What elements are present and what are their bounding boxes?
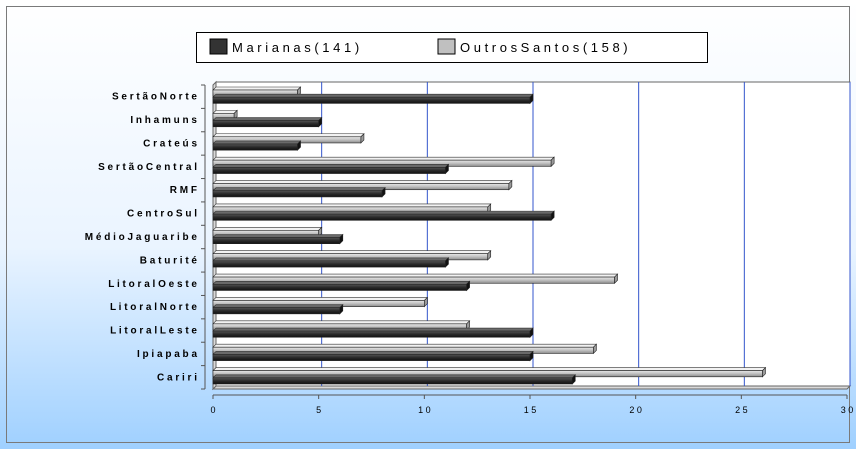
bar-marianas-top bbox=[212, 374, 576, 379]
bar-outros-santos-top bbox=[212, 343, 598, 348]
bar-marianas-end bbox=[529, 93, 534, 105]
y-category-label: S e r t ã o N o r t e bbox=[112, 92, 197, 103]
bar-marianas-end bbox=[529, 327, 534, 338]
bar-outros-santos-end bbox=[593, 343, 597, 355]
bar-marianas-top bbox=[212, 93, 534, 98]
x-tick-label: 0 bbox=[210, 405, 215, 415]
bar-outros-santos-end bbox=[614, 273, 618, 284]
bar-outros-santos-top bbox=[212, 250, 492, 254]
y-category-label: I p i a p a b a bbox=[137, 349, 197, 360]
y-category-label: L i t o r a l L e s t e bbox=[110, 326, 197, 337]
bar-outros-santos-end bbox=[424, 296, 428, 308]
bar-outros-santos-top bbox=[212, 86, 302, 91]
bar-marianas bbox=[212, 213, 552, 221]
y-category-label: B a t u r i t é bbox=[140, 255, 198, 266]
bar-marianas bbox=[212, 307, 341, 315]
y-category-label: I n h a m u n s bbox=[130, 115, 197, 126]
bar-marianas bbox=[212, 143, 298, 151]
legend: M a r i a n a s ( 1 4 1 ) O u t r o s S a… bbox=[196, 32, 708, 63]
bar-outros-santos-end bbox=[762, 366, 766, 378]
x-tick-label: 5 bbox=[316, 405, 321, 415]
bar-marianas-top bbox=[212, 117, 323, 121]
bar-marianas-end bbox=[318, 116, 322, 128]
bar-marianas-end bbox=[550, 210, 555, 222]
bar-marianas bbox=[212, 354, 531, 361]
x-tick-label: 1 0 bbox=[418, 405, 431, 415]
x-tick-label: 3 0 bbox=[841, 405, 854, 415]
bar-marianas-top bbox=[212, 187, 386, 192]
bar-outros-santos-end bbox=[508, 179, 513, 191]
bar-outros-santos-top bbox=[212, 156, 555, 161]
bar-marianas bbox=[212, 167, 446, 174]
legend-label-marianas: M a r i a n a s ( 1 4 1 ) bbox=[232, 40, 359, 55]
bar-outros-santos-top bbox=[212, 367, 767, 371]
bar-outros-santos-top bbox=[212, 180, 513, 184]
y-category-label: R M F bbox=[170, 185, 197, 196]
x-tick-label: 2 5 bbox=[735, 405, 748, 415]
bar-marianas bbox=[212, 237, 341, 244]
bar-marianas-end bbox=[466, 280, 470, 292]
bar-marianas bbox=[212, 120, 319, 128]
bar-marianas-top bbox=[212, 304, 344, 308]
legend-swatch-outros-santos bbox=[437, 38, 456, 55]
y-category-label: S e r t ã o C e n t r a l bbox=[98, 162, 197, 173]
y-category-label: L i t o r a l O e s t e bbox=[108, 279, 197, 290]
bar-marianas-end bbox=[297, 140, 301, 151]
bar-outros-santos-top bbox=[212, 297, 429, 301]
x-tick-label: 1 5 bbox=[524, 405, 537, 415]
bar-marianas-end bbox=[339, 233, 344, 245]
plot-area: 0 5 1 0 1 5 2 0 2 5 3 0 S e r t ã o N o r t e I … bbox=[85, 80, 854, 415]
legend-label-outros-santos: O u t r o s S a n t o s ( 1 5 8 ) bbox=[460, 40, 628, 55]
bar-outros-santos-end bbox=[487, 249, 492, 261]
bar-outros-santos-end bbox=[360, 133, 365, 144]
y-category-label: C a r i r i bbox=[157, 372, 197, 383]
bar-outros-santos-top bbox=[212, 110, 238, 114]
bar-marianas-end bbox=[571, 374, 576, 385]
y-category-label: C e n t r o S u l bbox=[127, 209, 197, 220]
bar-marianas-top bbox=[212, 327, 534, 332]
bar-marianas bbox=[212, 377, 573, 385]
x-tick-label: 2 0 bbox=[629, 405, 642, 415]
plot-floor bbox=[211, 385, 852, 390]
bar-outros-santos-top bbox=[212, 273, 619, 278]
bar-marianas-end bbox=[445, 163, 449, 175]
bar-marianas-top bbox=[212, 234, 344, 238]
y-category-label: M é d i o J a g u a r i b e bbox=[85, 232, 198, 243]
bar-marianas bbox=[212, 96, 531, 104]
bar-marianas-end bbox=[381, 187, 386, 198]
bar-marianas-top bbox=[212, 140, 302, 145]
bar-marianas-end bbox=[445, 257, 449, 268]
y-category-label: C r a t e ú s bbox=[143, 138, 197, 149]
bar-marianas-end bbox=[339, 303, 344, 315]
y-category-label: L i t o r a l N o r t e bbox=[110, 302, 197, 313]
bar-marianas bbox=[212, 260, 446, 268]
bar-outros-santos-top bbox=[212, 203, 492, 208]
bar-marianas-top bbox=[212, 164, 450, 168]
bar-marianas-end bbox=[529, 350, 534, 362]
bar-marianas bbox=[212, 190, 383, 198]
bar-outros-santos-end bbox=[550, 156, 555, 168]
legend-swatch-marianas bbox=[209, 38, 228, 55]
bar-outros-santos-top bbox=[212, 227, 323, 231]
bar-marianas-top bbox=[212, 210, 555, 215]
bar-outros-santos-top bbox=[212, 133, 365, 138]
bar-marianas bbox=[212, 330, 531, 338]
bar-marianas-top bbox=[212, 351, 534, 355]
bar-marianas-top bbox=[212, 257, 450, 262]
bar-outros-santos-top bbox=[212, 320, 471, 325]
bar-marianas bbox=[212, 283, 467, 291]
bar-marianas-top bbox=[212, 280, 471, 285]
